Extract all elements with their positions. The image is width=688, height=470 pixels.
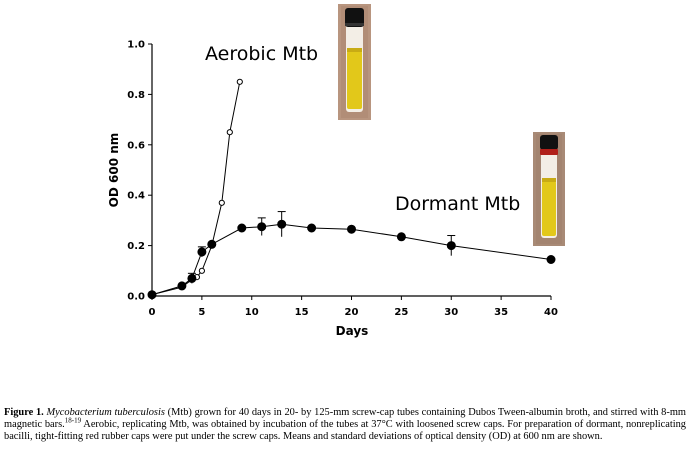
dormant-mtb-point	[307, 223, 317, 233]
x-tick-label: 0	[149, 307, 156, 318]
dormant-mtb-point	[347, 224, 356, 234]
dormant-mtb-point	[257, 222, 267, 232]
y-tick-label: 0.2	[127, 241, 145, 252]
dormant-mtb-point	[187, 273, 197, 283]
aerobic-mtb-point	[226, 129, 233, 136]
y-tick-label: 0.0	[127, 292, 145, 303]
y-tick-label: 1.0	[127, 40, 145, 51]
dormant-mtb-point	[396, 232, 406, 242]
x-tick-label: 35	[494, 307, 508, 318]
y-tick-labels: 0.0 0.2 0.4 0.6 0.8 1.0	[127, 40, 145, 303]
data-points	[147, 78, 556, 300]
x-tick-label: 20	[345, 307, 359, 318]
caption-refs: 18-19	[64, 416, 82, 425]
x-tick-label: 25	[394, 307, 408, 318]
aerobic-mtb-point	[198, 267, 205, 274]
error-bars	[187, 211, 456, 284]
dormant-mtb-line	[151, 223, 552, 296]
x-axis-title: Days	[336, 324, 369, 338]
x-tick-label: 40	[544, 307, 558, 318]
dormant-tube-photo	[533, 132, 565, 246]
y-axis-title: OD 600 nm	[107, 133, 121, 208]
figure-caption: Figure 1. Mycobacterium tuberculosis (Mt…	[4, 407, 686, 444]
x-tick-label: 15	[295, 307, 309, 318]
dormant-series-label: Dormant Mtb	[395, 193, 520, 215]
caption-text-2: Aerobic, replicating Mtb, was obtained b…	[4, 419, 686, 443]
dormant-mtb-point	[237, 223, 247, 233]
x-tick-labels: 0 5 10 15 20 25 30 35 40	[149, 307, 558, 318]
caption-label: Figure 1.	[4, 407, 44, 418]
dormant-mtb-point	[177, 281, 187, 291]
y-tick-label: 0.4	[127, 191, 145, 202]
dormant-mtb-point	[277, 219, 287, 229]
x-tick-label: 5	[198, 307, 205, 318]
dormant-mtb-point	[546, 255, 556, 264]
dormant-mtb-point	[197, 247, 207, 257]
aerobic-mtb-line	[151, 81, 241, 296]
y-tick-label: 0.8	[127, 90, 145, 101]
aerobic-series-label: Aerobic Mtb	[205, 43, 318, 65]
x-tick-label: 10	[245, 307, 259, 318]
y-tick-label: 0.6	[127, 140, 145, 151]
dormant-mtb-point	[207, 239, 217, 249]
caption-text-1: (Mtb) grown for 40 days in 20- by 125-mm…	[4, 407, 687, 431]
caption-species: Mycobacterium tuberculosis	[46, 407, 165, 418]
dormant-mtb-point	[446, 241, 456, 251]
aerobic-mtb-point	[218, 199, 225, 206]
aerobic-mtb-point	[236, 78, 243, 85]
growth-curve-chart: 0 5 10 15 20 25 30 35 40 0.0 0.2 0.4 0.6 0.8 1.0 Days…	[107, 40, 558, 339]
dormant-mtb-point	[147, 290, 157, 300]
x-tick-label: 30	[444, 307, 458, 318]
aerobic-tube-photo	[338, 4, 371, 120]
